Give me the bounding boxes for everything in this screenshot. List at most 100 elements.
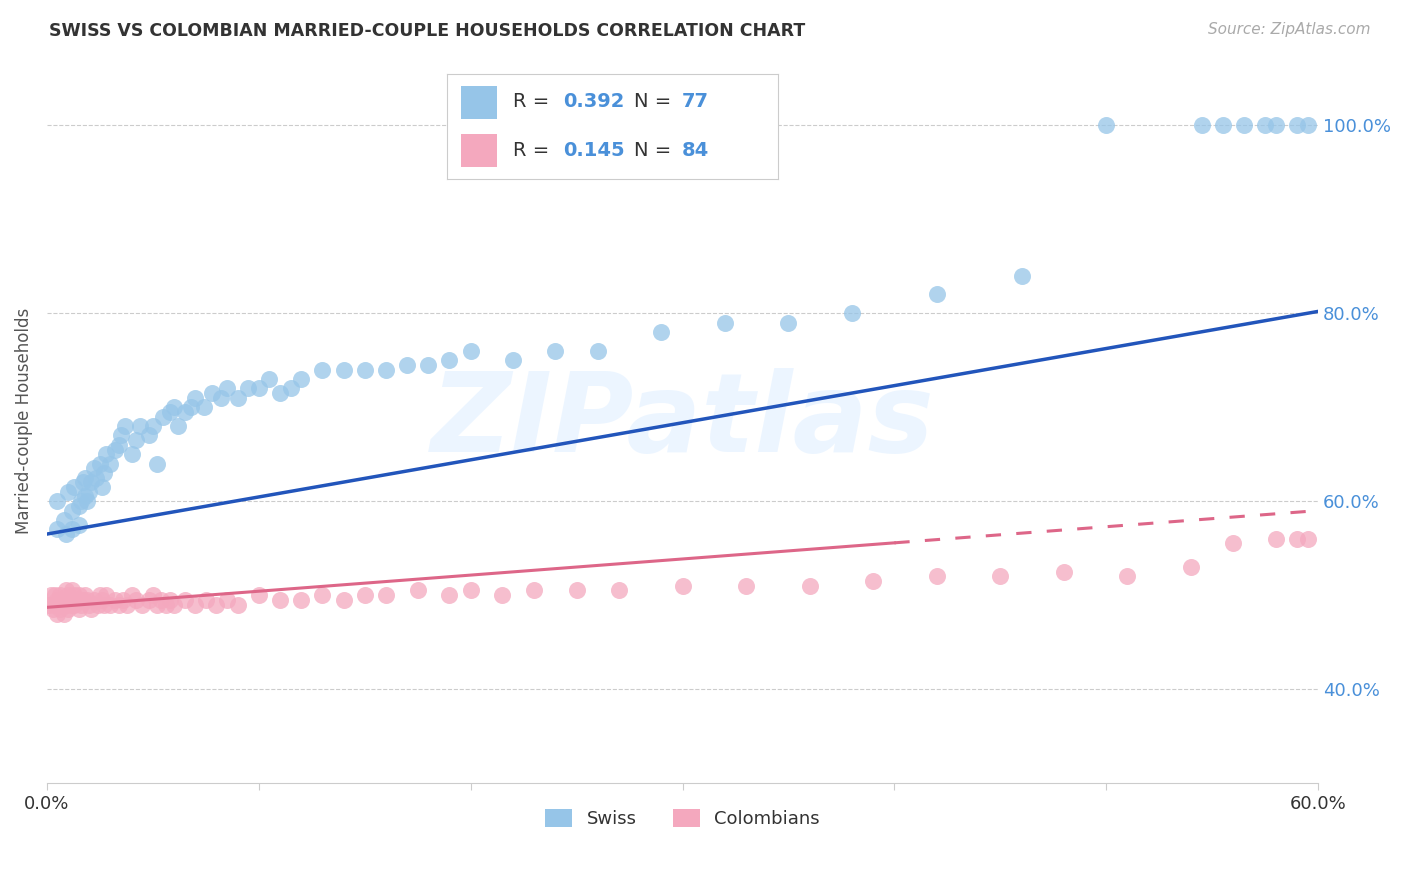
Point xyxy=(125,592,148,607)
Point xyxy=(163,401,186,415)
Point xyxy=(1011,268,1033,283)
Point xyxy=(1191,119,1213,133)
Point xyxy=(439,353,461,368)
Point xyxy=(650,325,672,339)
Point xyxy=(56,588,79,602)
Point xyxy=(77,484,100,499)
Point xyxy=(1233,119,1256,133)
Point xyxy=(988,569,1011,583)
Y-axis label: Married-couple Households: Married-couple Households xyxy=(15,309,32,534)
Point xyxy=(63,588,86,602)
Point xyxy=(209,391,232,405)
Point xyxy=(418,358,440,372)
Point xyxy=(104,442,127,457)
Point xyxy=(60,598,83,612)
Point xyxy=(89,588,111,602)
Point xyxy=(155,598,177,612)
Point xyxy=(1095,119,1118,133)
Point xyxy=(65,592,87,607)
Point xyxy=(502,353,524,368)
Point xyxy=(607,583,630,598)
Point xyxy=(83,592,105,607)
Text: Source: ZipAtlas.com: Source: ZipAtlas.com xyxy=(1208,22,1371,37)
Point xyxy=(862,574,884,588)
Point xyxy=(491,588,513,602)
Point xyxy=(100,457,122,471)
Point xyxy=(193,401,215,415)
Point xyxy=(146,457,169,471)
Point xyxy=(925,287,948,301)
Point xyxy=(138,428,160,442)
Point xyxy=(735,579,758,593)
Point xyxy=(63,480,86,494)
Point xyxy=(84,471,107,485)
Point xyxy=(544,343,567,358)
Point xyxy=(269,386,291,401)
Point xyxy=(56,602,79,616)
Point xyxy=(108,438,131,452)
Point xyxy=(46,522,69,536)
Point xyxy=(586,343,609,358)
Point xyxy=(159,405,181,419)
Point xyxy=(72,592,94,607)
Point xyxy=(1285,532,1308,546)
Point xyxy=(73,588,96,602)
Point xyxy=(69,494,91,508)
Point xyxy=(63,598,86,612)
Point xyxy=(112,592,135,607)
Point xyxy=(138,592,160,607)
Point xyxy=(841,306,863,320)
Point xyxy=(52,513,75,527)
Point xyxy=(121,588,143,602)
Point xyxy=(39,588,62,602)
Point xyxy=(1264,532,1286,546)
Point xyxy=(117,598,139,612)
Point xyxy=(38,598,60,612)
Point xyxy=(671,579,693,593)
Point xyxy=(1296,119,1319,133)
Point xyxy=(42,602,65,616)
Point xyxy=(194,592,217,607)
Point xyxy=(93,598,115,612)
Point xyxy=(60,583,83,598)
Point xyxy=(55,583,77,598)
Point xyxy=(215,381,238,395)
Point xyxy=(523,583,546,598)
Point xyxy=(238,381,260,395)
Point xyxy=(259,372,281,386)
Point xyxy=(46,592,69,607)
Point xyxy=(460,583,482,598)
Point xyxy=(714,316,737,330)
Point xyxy=(353,588,375,602)
Point xyxy=(67,602,90,616)
Point xyxy=(184,391,207,405)
Point xyxy=(396,358,419,372)
Point xyxy=(59,592,82,607)
Point xyxy=(93,466,115,480)
Point xyxy=(104,592,127,607)
Point xyxy=(72,475,94,490)
Point xyxy=(1116,569,1139,583)
Point xyxy=(439,588,461,602)
Point xyxy=(290,592,312,607)
Legend: Swiss, Colombians: Swiss, Colombians xyxy=(538,802,827,836)
Point xyxy=(114,419,136,434)
Point xyxy=(460,343,482,358)
Point xyxy=(44,588,66,602)
Point xyxy=(77,598,100,612)
Point xyxy=(1296,532,1319,546)
Point xyxy=(52,607,75,621)
Point xyxy=(67,588,90,602)
Point xyxy=(51,598,73,612)
Point xyxy=(1264,119,1286,133)
Point xyxy=(67,499,90,513)
Point xyxy=(280,381,302,395)
Point xyxy=(311,362,333,376)
Point xyxy=(1222,536,1244,550)
Point xyxy=(247,381,270,395)
Point xyxy=(159,592,181,607)
Point xyxy=(247,588,270,602)
Point xyxy=(353,362,375,376)
Point xyxy=(60,503,83,517)
Point xyxy=(55,527,77,541)
